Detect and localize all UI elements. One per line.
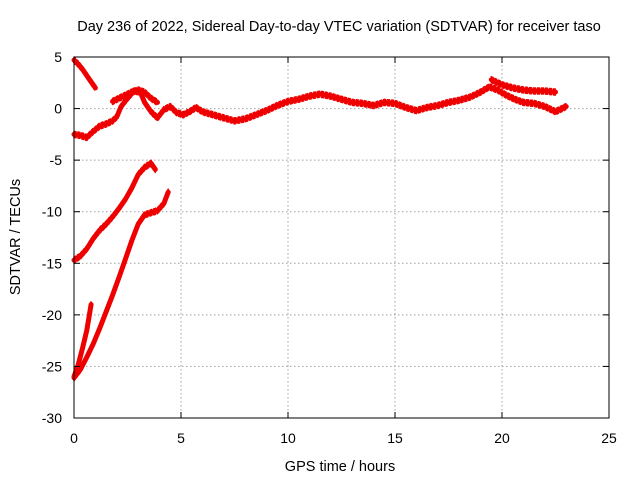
series-jitter-arc-late-upper: [490, 75, 557, 90]
series-line-arc-start-high: [71, 57, 98, 91]
series-line-arc-rise-upper: [71, 160, 158, 263]
y-tick-label: -20: [42, 307, 62, 323]
series-jitter-arc-late-upper: [490, 81, 557, 96]
series-line-arc-rise-lower: [71, 189, 171, 381]
series-jitter-arc-start-high: [73, 56, 97, 86]
series-jitter-arc-main-track: [73, 89, 567, 142]
x-tick-label: 25: [601, 430, 617, 446]
series-line-arc-late-upper: [488, 77, 558, 95]
series-jitter-arc-rise-lower: [73, 188, 169, 376]
plot-frame: [73, 56, 610, 419]
data-series: [71, 56, 569, 382]
x-axis-ticks: 0 5 10 15 20 25: [70, 57, 617, 446]
x-tick-label: 20: [494, 430, 510, 446]
x-tick-label: 5: [177, 430, 185, 446]
y-tick-label: -15: [42, 255, 62, 271]
series-jitter-arc-upper-left-bump: [111, 86, 159, 101]
series-jitter-arc-rise-short: [73, 306, 92, 381]
y-tick-label: -25: [42, 358, 62, 374]
series-jitter-arc-upper-left-bump: [111, 92, 159, 107]
x-axis-label: GPS time / hours: [285, 459, 395, 475]
series-line-arc-upper-left-bump: [110, 87, 160, 105]
x-tick-label: 0: [70, 430, 78, 446]
y-axis-ticks: 5 0 -5 -10 -15 -20 -25 -30: [42, 49, 609, 426]
chart-title: Day 236 of 2022, Sidereal Day-to-day VTE…: [77, 19, 601, 35]
y-tick-label: -5: [50, 152, 63, 168]
x-tick-label: 15: [387, 430, 403, 446]
x-tick-label: 10: [280, 430, 296, 446]
y-tick-label: -30: [42, 410, 62, 426]
series-jitter-arc-rise-lower: [73, 194, 169, 382]
y-tick-label: -10: [42, 204, 62, 220]
series-jitter-arc-rise-upper: [73, 165, 157, 264]
series-jitter-arc-start-high: [73, 62, 97, 92]
y-tick-label: 0: [54, 101, 62, 117]
series-jitter-arc-rise-short: [73, 300, 92, 375]
series-jitter-arc-rise-upper: [73, 159, 157, 258]
series-jitter-arc-main-track: [73, 83, 567, 136]
y-tick-label: 5: [54, 49, 62, 65]
y-axis-label: SDTVAR / TECUs: [8, 179, 24, 295]
